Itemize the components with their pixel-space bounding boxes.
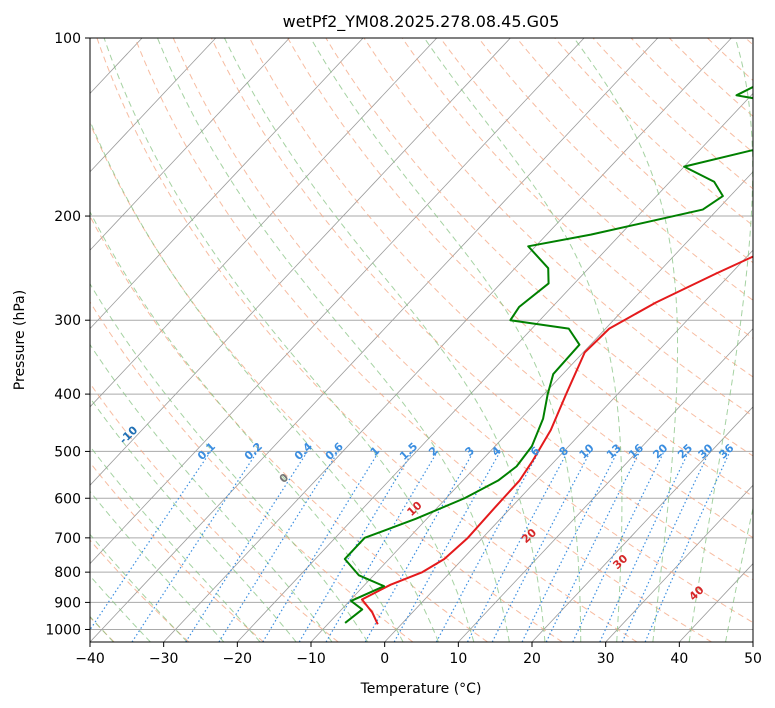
y-tick-label: 800	[54, 565, 81, 581]
mixing-ratio-line	[521, 451, 619, 642]
plot-frame	[89, 37, 754, 643]
dry-adiabat-line	[210, 38, 753, 581]
x-tick-label: −10	[296, 651, 326, 667]
dry-adiabat-line	[90, 215, 488, 642]
moist-adiabat-line	[90, 397, 297, 642]
dry-adiabat-line	[287, 38, 753, 498]
moist-adiabat-line	[90, 343, 333, 642]
y-axis: 100 200 300 400 500 600 700 800 900 1000	[45, 31, 90, 638]
x-tick-label: 0	[380, 651, 389, 667]
x-tick-label: −40	[75, 651, 105, 667]
x-axis-title: Temperature (°C)	[360, 681, 482, 697]
plot-area: 0.10.20.40.611.52346810131620253036-100-…	[90, 38, 753, 642]
y-tick-label: 1000	[45, 622, 81, 638]
isotherm-line	[531, 406, 753, 642]
isotherm-line	[384, 249, 753, 642]
mixing-ratio-lines	[90, 451, 731, 642]
mixing-ratio-line	[621, 451, 710, 642]
mixing-ratio-line	[185, 451, 309, 642]
isotherm-line	[237, 92, 753, 642]
moist-adiabat-line	[90, 490, 225, 642]
moist-adiabat-line	[725, 505, 753, 642]
y-tick-label: 200	[54, 209, 81, 225]
dry-adiabat-line	[249, 38, 753, 539]
isotherm-line	[90, 38, 217, 173]
isotherm-line	[90, 38, 511, 486]
moist-adiabat-line	[90, 575, 151, 642]
dewpoint-line	[343, 85, 753, 624]
y-tick-label: 300	[54, 313, 81, 329]
mixing-ratio-line	[262, 451, 380, 642]
dry-adiabat-line	[90, 461, 264, 642]
dry-adiabat-line	[478, 38, 753, 301]
mixing-ratio-line	[435, 451, 540, 642]
moist-adiabat-line	[310, 38, 582, 642]
moist-adiabat-line	[90, 119, 439, 642]
mixing-ratio-line	[644, 451, 731, 642]
y-tick-label: 600	[54, 491, 81, 507]
x-tick-label: 50	[744, 651, 762, 667]
y-tick-label: 900	[54, 595, 81, 611]
x-tick-label: 40	[670, 651, 688, 667]
moist-adiabats	[90, 38, 753, 642]
moist-adiabat-line	[157, 38, 510, 642]
isotherm-line	[310, 171, 753, 642]
y-tick-label: 100	[54, 31, 81, 47]
moist-adiabat-line	[90, 282, 369, 642]
dry-adiabat-line	[90, 301, 414, 642]
mixing-ratio-line	[491, 451, 591, 642]
dry-adiabat-line	[90, 122, 563, 642]
x-tick-label: −30	[149, 651, 179, 667]
dry-adiabat-line	[96, 38, 638, 642]
mixing-ratio-line	[364, 451, 475, 642]
dry-adiabat-line	[90, 539, 190, 642]
dry-adiabat-line	[172, 38, 753, 624]
isotherm-line	[90, 38, 438, 408]
moist-adiabat-line	[90, 445, 261, 642]
isotherm-line	[605, 484, 753, 642]
moist-adiabat-line	[224, 38, 546, 642]
isotherm-line	[90, 38, 290, 251]
sounding-series	[343, 85, 753, 625]
x-axis: −40 −30 −20 −10 0 10 20 30 40 50	[75, 642, 762, 667]
moist-adiabat-line	[573, 38, 679, 642]
moist-adiabat-line	[688, 38, 753, 642]
isotherm-line	[90, 38, 585, 565]
isotherm-line	[90, 38, 364, 330]
chart-title: wetPf2_YM08.2025.278.08.45.G05	[283, 12, 560, 32]
isotherm-line	[90, 38, 659, 642]
x-tick-label: 20	[523, 651, 541, 667]
x-tick-label: −20	[223, 651, 253, 667]
y-axis-title: Pressure (hPa)	[12, 290, 28, 390]
x-tick-label: 10	[449, 651, 467, 667]
mixing-ratio-line	[131, 451, 259, 642]
isotherm-grid	[90, 38, 753, 642]
isotherm-line	[458, 327, 753, 642]
moist-adiabat-line	[103, 38, 475, 642]
moist-adiabat-line	[90, 533, 188, 642]
x-tick-label: 30	[597, 651, 615, 667]
dry-adiabat-line	[325, 38, 753, 457]
y-tick-label: 700	[54, 531, 81, 547]
temperature-line	[360, 255, 753, 625]
y-tick-label: 500	[54, 444, 81, 460]
y-tick-label: 400	[54, 387, 81, 403]
mixing-ratio-line	[90, 451, 212, 631]
